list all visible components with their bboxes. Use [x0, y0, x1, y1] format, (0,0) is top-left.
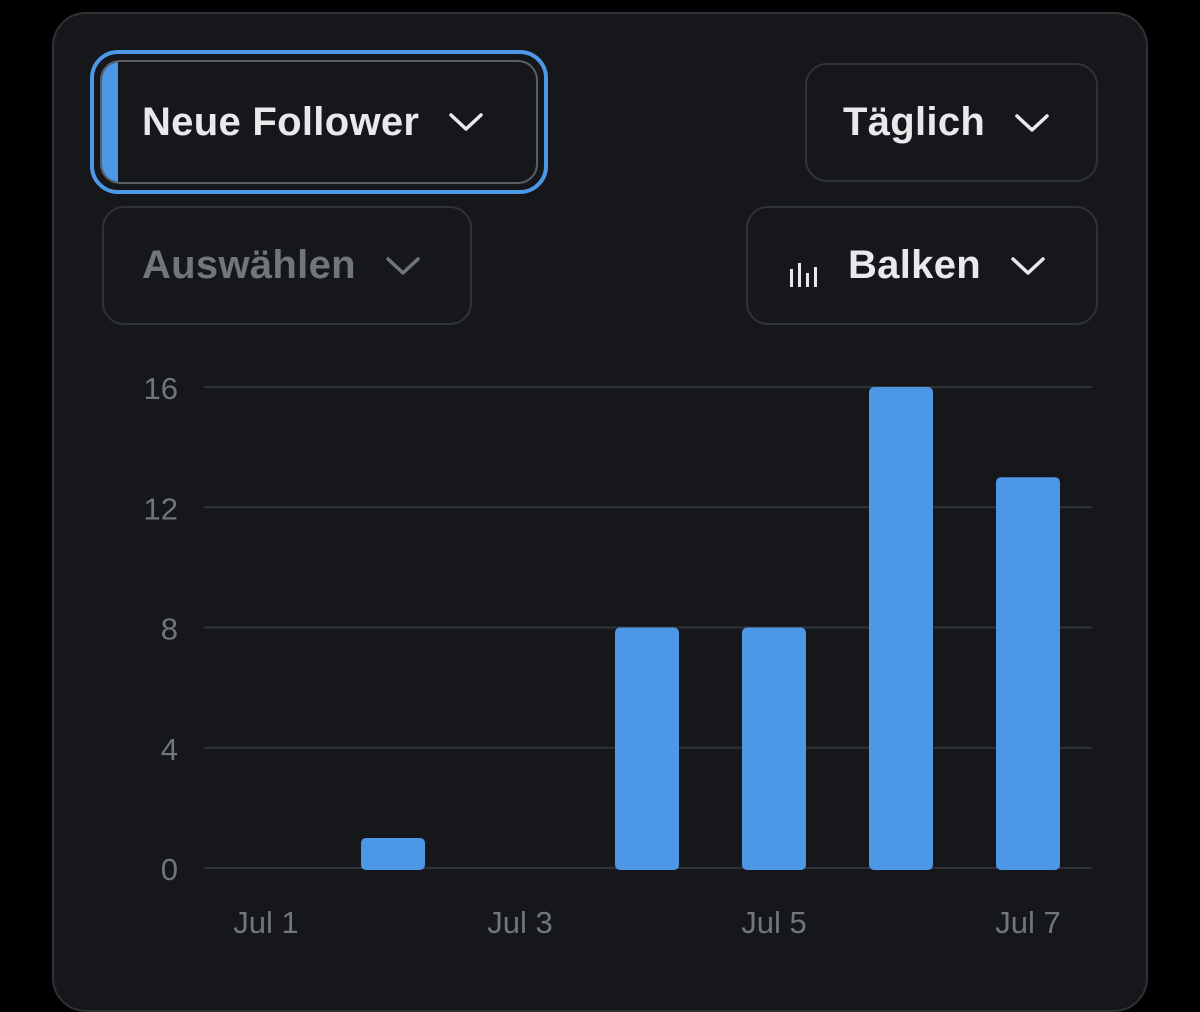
- x-tick-label: Jul 3: [487, 905, 552, 940]
- x-tick-label: Jul 7: [995, 905, 1060, 940]
- bar-jul-7[interactable]: [996, 477, 1060, 870]
- focus-accent-bar: [102, 62, 118, 182]
- chevron-down-icon: [1011, 256, 1045, 276]
- bar-jul-5[interactable]: [742, 627, 806, 871]
- chevron-down-icon: [386, 256, 420, 276]
- chevron-down-icon: [449, 112, 484, 132]
- chart-type-dropdown-label: Balken: [848, 243, 981, 287]
- y-tick-label: 12: [144, 491, 178, 526]
- metric-dropdown-label: Neue Follower: [142, 99, 420, 144]
- y-tick-label: 8: [161, 612, 178, 647]
- interval-dropdown-label: Täglich: [843, 100, 986, 144]
- bar-jul-6[interactable]: [869, 387, 933, 870]
- y-tick-label: 0: [161, 852, 178, 887]
- metric-dropdown[interactable]: Neue Follower: [90, 50, 548, 194]
- bar-chart-icon: [788, 252, 822, 287]
- compare-dropdown[interactable]: Auswählen: [102, 206, 472, 325]
- bar-jul-4[interactable]: [615, 627, 679, 871]
- chart-type-dropdown[interactable]: Balken: [746, 206, 1098, 325]
- y-tick-label: 16: [144, 371, 178, 406]
- x-tick-label: Jul 1: [233, 905, 298, 940]
- followers-bar-chart: 0 4 8 12 16 Jul 1 Jul 3 Jul 5 Jul 7: [144, 371, 1092, 940]
- analytics-card: [52, 12, 1148, 1012]
- bar-jul-2[interactable]: [361, 837, 425, 870]
- metric-dropdown-inner: Neue Follower: [100, 60, 538, 184]
- y-tick-label: 4: [161, 732, 178, 767]
- compare-dropdown-label: Auswählen: [142, 243, 356, 287]
- chevron-down-icon: [1015, 113, 1049, 133]
- x-tick-label: Jul 5: [741, 905, 806, 940]
- interval-dropdown[interactable]: Täglich: [805, 63, 1098, 182]
